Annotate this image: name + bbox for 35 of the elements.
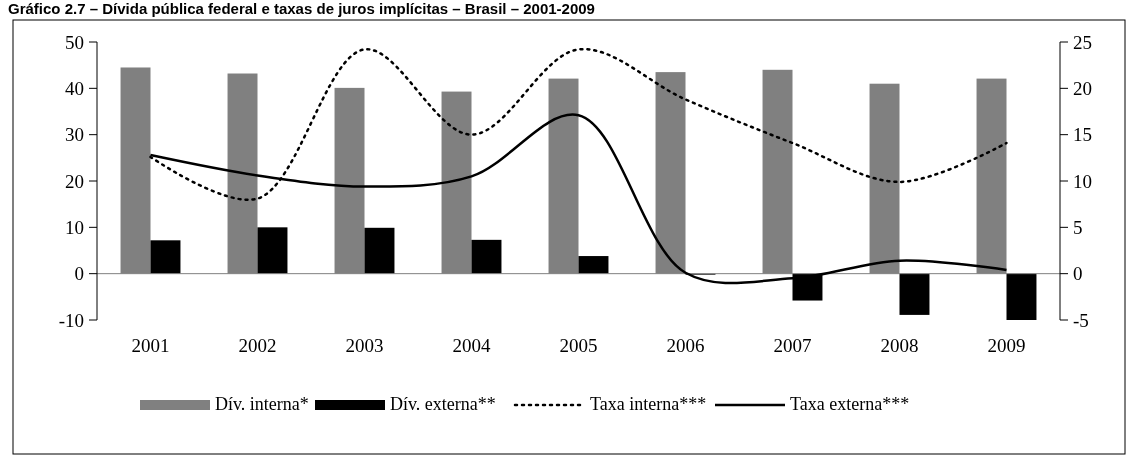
x-tick-label: 2007 xyxy=(773,335,812,356)
y-tick-label: 10 xyxy=(65,216,84,238)
bar xyxy=(471,239,502,274)
bar xyxy=(578,256,609,274)
y-tick-label: 0 xyxy=(74,263,84,285)
legend-label: Dív. interna* xyxy=(215,393,309,414)
x-tick-label: 2003 xyxy=(345,335,384,356)
bar xyxy=(364,227,395,274)
legend-label: Taxa externa*** xyxy=(790,393,910,414)
legend-label: Dív. externa** xyxy=(390,393,496,414)
y-tick-label: 40 xyxy=(65,77,84,99)
y2-tick-label: 5 xyxy=(1073,216,1083,238)
x-tick-label: 2005 xyxy=(559,335,598,356)
bar xyxy=(257,227,288,274)
x-tick-label: 2006 xyxy=(666,335,705,356)
y-tick-label: 30 xyxy=(65,124,84,146)
x-tick-label: 2002 xyxy=(238,335,277,356)
chart-title: Gráfico 2.7 – Dívida pública federal e taxas de juros implícitas – Brasil – 2001-2009 xyxy=(8,0,595,17)
y2-tick-label: 15 xyxy=(1073,124,1092,146)
y2-tick-label: 10 xyxy=(1073,170,1092,192)
bar xyxy=(899,273,930,315)
y2-tick-label: 0 xyxy=(1073,263,1083,285)
y-tick-label: -10 xyxy=(58,309,84,331)
y2-tick-label: -5 xyxy=(1073,309,1089,331)
y-tick-label: 50 xyxy=(65,31,84,53)
y2-tick-label: 25 xyxy=(1073,31,1092,53)
bar xyxy=(1006,273,1037,320)
bar xyxy=(150,240,181,274)
x-tick-label: 2001 xyxy=(131,335,170,356)
y-tick-label: 20 xyxy=(65,170,84,192)
legend-label: Taxa interna*** xyxy=(590,393,707,414)
x-tick-label: 2009 xyxy=(987,335,1026,356)
x-tick-label: 2008 xyxy=(880,335,919,356)
x-tick-label: 2004 xyxy=(452,335,491,356)
y2-tick-label: 20 xyxy=(1073,77,1092,99)
